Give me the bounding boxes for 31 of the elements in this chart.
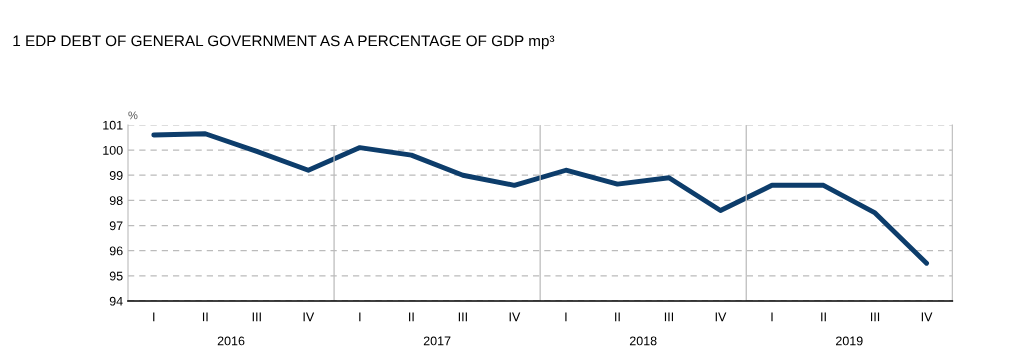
- text: 2019: [836, 336, 863, 346]
- text: 2018: [629, 336, 657, 346]
- text: 2017: [423, 336, 451, 346]
- x-tick-label: I: [359, 312, 361, 322]
- y-tick-label: 97: [109, 221, 123, 231]
- y-axis-title: %: [128, 111, 138, 120]
- x-tick-label: IV: [303, 312, 315, 322]
- y-tick-label: 95: [109, 271, 123, 281]
- x-tick-label: III: [252, 312, 261, 322]
- x-tick-label: I: [153, 312, 155, 322]
- x-tick-label: IV: [921, 312, 933, 322]
- x-tick-label: II: [409, 312, 414, 322]
- x-tick-label: I: [771, 312, 773, 322]
- x-tick-label: III: [870, 312, 880, 322]
- x-tick-label: IV: [509, 312, 521, 322]
- y-tick-label: 101: [103, 120, 123, 130]
- chart-title: 1 EDP DEBT OF GENERAL GOVERNMENT AS A PERCENTAGE OF GDP mp³: [13, 35, 555, 50]
- x-tick-label: II: [821, 312, 826, 322]
- x-tick-label: III: [458, 312, 467, 322]
- line-series: [151, 131, 929, 266]
- y-tick-label: 96: [109, 246, 123, 256]
- x-tick-label: III: [664, 312, 674, 322]
- y-tick-label: 94: [109, 296, 123, 306]
- x-tick-label: II: [615, 312, 620, 322]
- y-tick-label: 99: [109, 171, 123, 180]
- text: 2016: [217, 336, 245, 346]
- x-tick-label: IV: [715, 312, 727, 322]
- y-tick-label: 100: [103, 145, 123, 155]
- x-tick-label: II: [202, 312, 208, 322]
- y-tick-label: 98: [109, 196, 123, 206]
- x-tick-label: I: [565, 312, 567, 322]
